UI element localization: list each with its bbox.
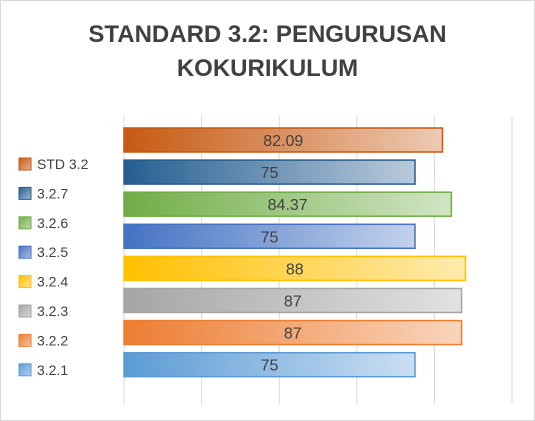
legend-label: STD 3.2 [37,156,89,172]
legend-swatch [18,333,32,347]
chart-title-line-2: KOKURIKULUM [176,55,359,82]
bar-3-2-2 [123,319,463,346]
legend-swatch [18,186,32,200]
data-label: 75 [261,165,279,182]
bar-3-2-6 [123,191,453,217]
data-label: 87 [284,294,302,311]
bar-3-2-7 [123,159,416,185]
legend-swatch [18,304,32,318]
data-label: 75 [261,229,279,246]
legend-swatch [18,245,32,259]
legend-swatch [18,363,32,377]
bar-3-2-4 [123,255,467,282]
bar-3-2-1 [123,351,416,378]
legend-swatch [18,216,32,230]
data-label: 88 [286,261,304,278]
data-label: 75 [261,358,279,375]
legend-swatch [18,275,32,289]
data-label: 84.37 [268,197,308,214]
bar-3-2-5 [123,223,416,250]
data-label: 82.09 [263,133,303,150]
chart-title: STANDARD 3.2: PENGURUSAN KOKURIKULUM [0,18,535,86]
legend-label: 3.2.6 [37,215,68,231]
bar-3-2-3 [123,287,463,314]
data-label: 87 [284,326,302,343]
legend-label: 3.2.1 [37,362,68,378]
legend-label: 3.2.7 [37,185,68,201]
chart-title-line-1: STANDARD 3.2: PENGURUSAN [88,21,447,48]
legend-swatch [18,157,32,171]
legend-label: 3.2.3 [37,303,68,319]
legend-label: 3.2.5 [37,244,68,260]
legend-label: 3.2.4 [37,274,68,290]
bar-std-3-2 [123,127,444,153]
legend-label: 3.2.2 [37,332,68,348]
